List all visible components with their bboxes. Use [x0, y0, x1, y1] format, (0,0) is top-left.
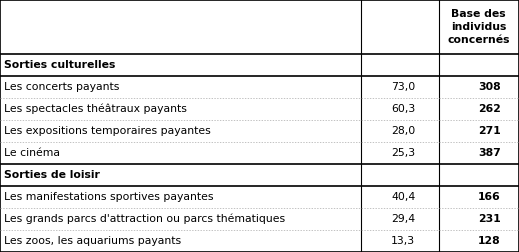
Text: 128: 128: [478, 236, 500, 246]
Text: 40,4: 40,4: [391, 192, 415, 202]
Text: 231: 231: [478, 214, 500, 224]
Text: 271: 271: [478, 126, 500, 136]
Text: Les zoos, les aquariums payants: Les zoos, les aquariums payants: [4, 236, 181, 246]
Text: Sorties de loisir: Sorties de loisir: [4, 170, 100, 180]
Text: 308: 308: [478, 82, 500, 92]
Text: Les manifestations sportives payantes: Les manifestations sportives payantes: [4, 192, 214, 202]
Text: 29,4: 29,4: [391, 214, 415, 224]
Text: Les concerts payants: Les concerts payants: [4, 82, 119, 92]
Text: 28,0: 28,0: [391, 126, 415, 136]
Text: 262: 262: [477, 104, 501, 114]
Text: 60,3: 60,3: [391, 104, 415, 114]
Text: Les expositions temporaires payantes: Les expositions temporaires payantes: [4, 126, 211, 136]
Text: Sorties culturelles: Sorties culturelles: [4, 60, 116, 70]
Text: Les grands parcs d'attraction ou parcs thématiques: Les grands parcs d'attraction ou parcs t…: [4, 214, 285, 224]
Text: Les spectacles théâtraux payants: Les spectacles théâtraux payants: [4, 104, 187, 114]
Text: Base des
individus
concernés: Base des individus concernés: [447, 9, 510, 45]
Text: 387: 387: [478, 148, 500, 158]
Text: 13,3: 13,3: [391, 236, 415, 246]
Text: 73,0: 73,0: [391, 82, 415, 92]
Text: 166: 166: [478, 192, 500, 202]
Text: Le cinéma: Le cinéma: [4, 148, 60, 158]
Text: 25,3: 25,3: [391, 148, 415, 158]
